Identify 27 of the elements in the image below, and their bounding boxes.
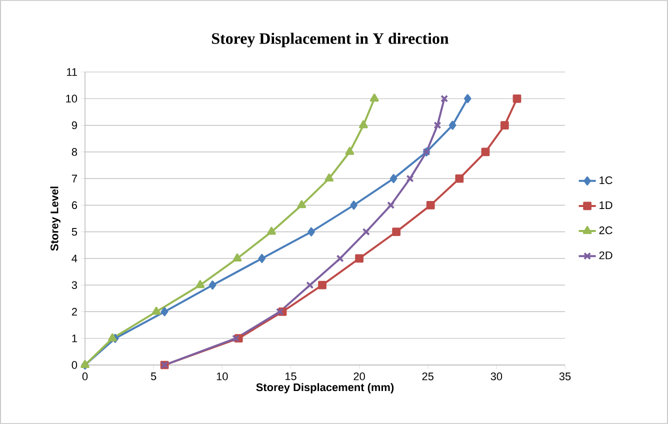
y-tick-label: 8	[72, 148, 78, 156]
legend-label: 1D	[600, 201, 612, 209]
legend-label: 2C	[599, 226, 612, 234]
y-tick-label: 6	[72, 201, 78, 210]
y-tick-label: 7	[72, 174, 77, 182]
y-tick-label: 0	[72, 361, 78, 369]
y-tick-label: 4	[72, 254, 78, 262]
x-tick-label: 5	[150, 372, 156, 380]
x-tick-label: 25	[422, 372, 434, 380]
chart-title: Storey Displacement in Y direction	[212, 32, 449, 48]
y-tick-label: 10	[66, 94, 78, 103]
x-tick-label: 20	[354, 372, 365, 380]
legend-label: 2D	[599, 252, 612, 260]
x-tick-label: 35	[559, 372, 571, 380]
y-tick-label: 5	[72, 228, 78, 236]
x-tick-label: 10	[216, 372, 228, 380]
x-tick-label: 15	[285, 372, 296, 380]
legend-label: 1C	[600, 176, 612, 184]
x-axis-title: Storey Displacement (mm)	[256, 383, 394, 394]
x-tick-label: 0	[82, 372, 88, 380]
y-tick-label: 1	[72, 334, 77, 342]
y-tick-label: 3	[72, 281, 78, 289]
y-tick-label: 9	[72, 121, 77, 130]
y-tick-label: 2	[72, 308, 77, 316]
x-tick-label: 30	[490, 372, 502, 380]
y-axis-title: Storey Level	[50, 186, 60, 251]
y-tick-label: 11	[66, 68, 77, 76]
